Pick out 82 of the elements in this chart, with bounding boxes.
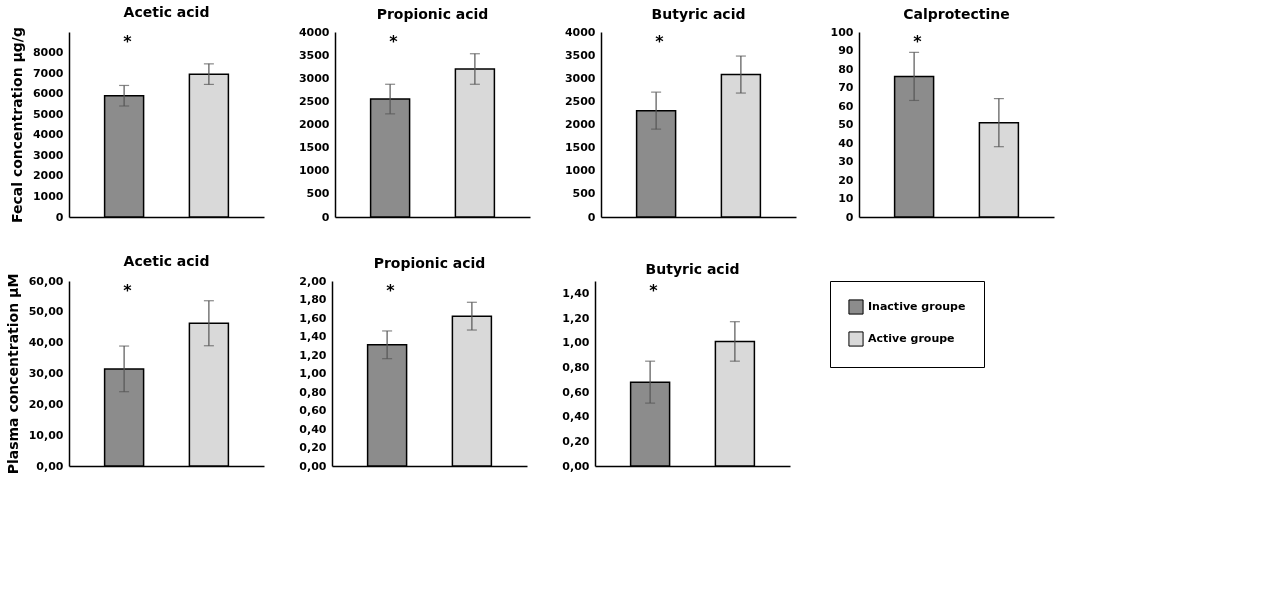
- chart-title: Propionic acid: [376, 6, 489, 22]
- y-tick-label: 0,40: [299, 422, 327, 436]
- y-tick-label: 0,60: [299, 404, 327, 417]
- y-tick-label: 1500: [298, 141, 330, 155]
- legend-label: Active groupe: [868, 332, 955, 345]
- annotation: *: [655, 32, 665, 51]
- y-tick-label: 50: [838, 118, 854, 131]
- y-tick-label: 1000: [32, 189, 64, 203]
- annotation: *: [913, 32, 923, 51]
- y-tick-label: 80: [838, 62, 854, 76]
- annotation: *: [389, 32, 399, 51]
- y-tick-label: 3000: [32, 148, 64, 162]
- y-tick-label: 8000: [32, 46, 64, 60]
- y-tick-label: 500: [572, 187, 596, 201]
- y-tick-label: 1,00: [562, 336, 590, 350]
- y-tick-label: 1,80: [299, 293, 327, 306]
- y-tick-label: 1,20: [299, 348, 327, 362]
- annotation: *: [123, 281, 133, 300]
- y-tick-label: 2500: [564, 94, 596, 108]
- y-tick-label: 1,00: [299, 367, 327, 380]
- y-tick-label: 0,40: [562, 410, 590, 424]
- y-tick-label: 40,00: [28, 336, 64, 350]
- y-tick-label: 2000: [32, 169, 64, 183]
- y-axis-title: Fecal concentration µg/g: [8, 26, 25, 224]
- chart-title: Calprotectine: [903, 6, 1010, 22]
- y-tick-label: 100: [830, 25, 854, 39]
- y-tick-label: 40: [838, 136, 854, 150]
- y-tick-label: 3000: [564, 71, 596, 85]
- y-tick-label: 1,20: [562, 311, 590, 325]
- y-tick-label: 7000: [32, 66, 64, 80]
- y-tick-label: 0,80: [299, 385, 327, 399]
- chart-title: Propionic acid: [373, 255, 486, 271]
- y-tick-label: 2,00: [299, 274, 327, 288]
- y-tick-label: 50,00: [28, 305, 64, 319]
- y-tick-label: 0,20: [299, 441, 327, 454]
- annotation: *: [386, 281, 396, 300]
- y-tick-label: 70: [838, 81, 854, 94]
- y-tick-label: 1000: [564, 164, 596, 178]
- y-tick-label: 20: [838, 173, 854, 187]
- y-tick-label: 0,20: [562, 434, 590, 448]
- y-tick-label: 60,00: [28, 274, 64, 288]
- y-tick-label: 0,00: [562, 459, 590, 473]
- y-tick-label: 0,00: [299, 459, 327, 473]
- y-tick-label: 1,40: [562, 286, 590, 300]
- y-tick-label: 4000: [32, 128, 64, 142]
- y-tick-label: 30: [838, 155, 854, 168]
- y-tick-label: 10,00: [28, 428, 64, 442]
- y-tick-label: 0: [55, 210, 64, 224]
- chart-title: Acetic acid: [123, 253, 210, 270]
- chart-title: Butyric acid: [645, 260, 740, 277]
- y-tick-label: 30,00: [28, 367, 64, 380]
- y-tick-label: 0,00: [36, 459, 64, 473]
- y-tick-label: 6000: [32, 87, 64, 101]
- y-tick-label: 0,60: [562, 385, 590, 399]
- y-tick-label: 2500: [298, 94, 330, 108]
- y-tick-label: 10: [838, 192, 854, 205]
- annotation: *: [649, 281, 659, 300]
- y-tick-label: 0: [845, 210, 854, 224]
- y-tick-label: 0: [587, 210, 596, 224]
- y-tick-label: 3500: [564, 48, 596, 62]
- y-tick-label: 1000: [298, 164, 330, 178]
- y-tick-label: 500: [306, 187, 330, 201]
- y-axis-title: Plasma concentration µM: [4, 273, 21, 475]
- chart-title: Butyric acid: [651, 6, 746, 22]
- y-tick-label: 3500: [298, 48, 330, 62]
- y-tick-label: 60: [838, 99, 854, 113]
- y-tick-label: 2000: [564, 118, 596, 131]
- y-tick-label: 5000: [32, 107, 64, 121]
- y-tick-label: 20,00: [28, 397, 64, 411]
- y-tick-label: 0: [321, 210, 330, 224]
- y-tick-label: 1,40: [299, 330, 327, 343]
- y-tick-label: 3000: [298, 71, 330, 85]
- y-tick-label: 1500: [564, 141, 596, 155]
- y-tick-label: 4000: [298, 25, 330, 39]
- legend-label: Inactive groupe: [868, 300, 966, 313]
- y-tick-label: 1,60: [299, 311, 327, 325]
- annotation: *: [123, 32, 133, 51]
- y-tick-label: 0,80: [562, 360, 590, 374]
- y-tick-label: 90: [838, 44, 854, 57]
- y-tick-label: 4000: [564, 25, 596, 39]
- chart-title: Acetic acid: [123, 4, 210, 21]
- y-tick-label: 2000: [298, 118, 330, 131]
